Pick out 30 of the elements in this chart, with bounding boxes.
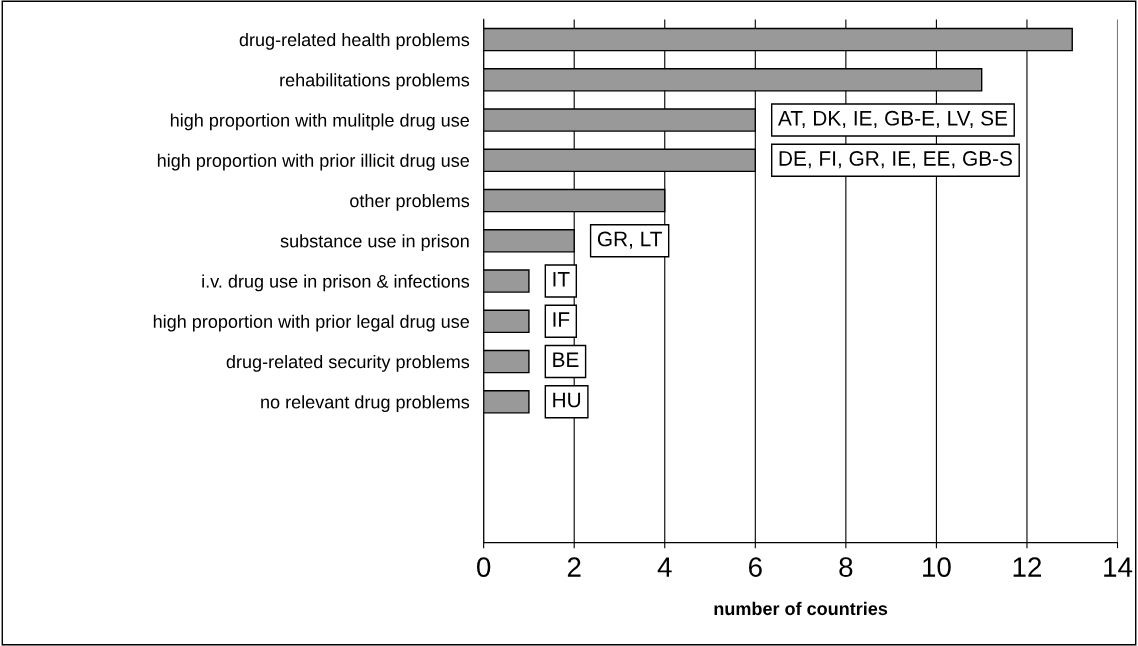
y-tick-label: substance use in prison <box>280 234 469 252</box>
bar <box>483 349 530 374</box>
x-tick-label: 10 <box>923 557 951 577</box>
annotation: HU <box>553 392 581 408</box>
annotation: IF <box>553 312 570 327</box>
bar <box>483 269 530 293</box>
x-tick-label: 8 <box>839 557 853 577</box>
x-tick-label: 12 <box>1013 557 1042 577</box>
bar <box>483 309 530 334</box>
x-tick-label: 14 <box>1104 557 1133 577</box>
y-tick-label: drug-related health problems <box>239 32 470 50</box>
x-axis-title: number of countries <box>714 601 888 616</box>
y-tick-label: high proportion with prior legal drug use <box>153 314 469 332</box>
annotation: DE, FI, GR, IE, EE, GB-S <box>779 151 1012 169</box>
y-tick-label: no relevant drug problems <box>261 395 470 413</box>
annotation: AT, DK, IE, GB-E, LV, SE <box>777 110 1008 129</box>
y-tick-label: i.v. drug use in prison & infections <box>202 274 470 292</box>
y-tick-label: other problems <box>350 193 470 211</box>
x-tick-label: 0 <box>477 557 491 577</box>
x-tick-label: 4 <box>657 557 672 577</box>
annotation: BE <box>553 352 579 367</box>
y-tick-label: high proportion with mulitple drug use <box>170 113 469 131</box>
x-tick-label: 2 <box>567 557 581 577</box>
y-tick-label: rehabilitations problems <box>280 73 470 91</box>
y-tick-label: drug-related security problems <box>226 354 470 372</box>
bar <box>483 389 530 414</box>
x-tick-label: 6 <box>748 557 762 577</box>
annotation: GR, LT <box>597 231 662 249</box>
y-tick-label: high proportion with prior illicit drug use <box>157 153 469 171</box>
annotation: IT <box>553 272 570 287</box>
